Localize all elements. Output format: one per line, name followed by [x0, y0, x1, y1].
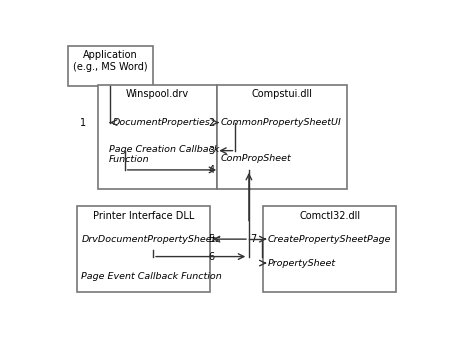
- Text: Page Creation Callback
Function: Page Creation Callback Function: [109, 145, 219, 164]
- Text: Application
(e.g., MS Word): Application (e.g., MS Word): [73, 50, 148, 72]
- Text: 3: 3: [208, 146, 215, 156]
- Bar: [77, 206, 210, 292]
- Bar: [68, 46, 153, 86]
- Bar: [217, 85, 347, 189]
- Text: CommonPropertySheetUI: CommonPropertySheetUI: [221, 118, 341, 127]
- Text: Compstui.dll: Compstui.dll: [251, 90, 312, 99]
- Text: 4: 4: [208, 165, 215, 175]
- Text: 6: 6: [208, 251, 215, 262]
- Text: CreatePropertySheetPage: CreatePropertySheetPage: [268, 235, 391, 244]
- Text: 1: 1: [80, 118, 86, 127]
- Text: DocumentProperties: DocumentProperties: [112, 118, 210, 127]
- Text: ComPropSheet: ComPropSheet: [221, 154, 291, 163]
- Text: Page Event Callback Function: Page Event Callback Function: [82, 272, 222, 281]
- Bar: [98, 85, 217, 189]
- Text: 7: 7: [251, 234, 256, 244]
- Text: Comctl32.dll: Comctl32.dll: [299, 211, 360, 220]
- Text: DrvDocumentPropertySheets: DrvDocumentPropertySheets: [82, 235, 221, 244]
- Bar: [263, 206, 396, 292]
- Text: Printer Interface DLL: Printer Interface DLL: [93, 211, 194, 220]
- Text: Winspool.drv: Winspool.drv: [126, 90, 189, 99]
- Text: PropertySheet: PropertySheet: [268, 259, 336, 268]
- Text: 5: 5: [208, 234, 215, 244]
- Text: 2: 2: [208, 118, 215, 127]
